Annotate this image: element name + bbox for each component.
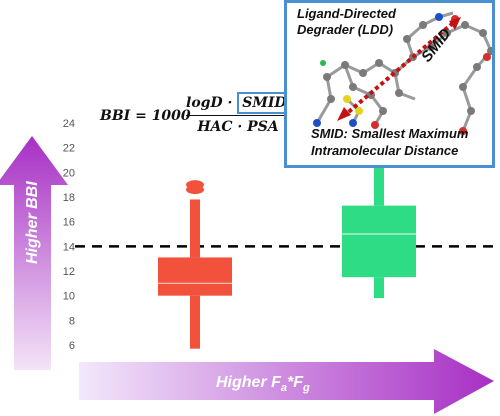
y-tick-label: 6 (69, 340, 75, 352)
callout-title-line2: Degrader (LDD) (297, 22, 394, 37)
lower-whisker (374, 277, 384, 299)
x-axis-arrow (79, 349, 494, 414)
box-lower (158, 180, 232, 349)
lower-whisker (190, 295, 200, 349)
y-tick-label: 8 (69, 315, 75, 327)
box-iqr (158, 257, 232, 296)
y-axis-label: Higher BBI (24, 181, 41, 264)
x-axis-label-sub-g: g (303, 382, 310, 395)
y-tick-label: 22 (63, 143, 75, 155)
callout-note-line2: Intramolecular Distance (311, 143, 459, 158)
callout-title-line1: Ligand-Directed (297, 6, 396, 21)
upper-whisker (374, 147, 384, 206)
upper-whisker (190, 199, 200, 258)
callout-note: SMID: Smallest Maximum Intramolecular Di… (311, 125, 469, 159)
smid-arrow-head-lower (337, 107, 351, 121)
formula-fraction: logD · SMID HAC · PSA (186, 92, 292, 135)
y-tick-label: 24 (63, 118, 75, 130)
y-tick-label: 10 (63, 291, 75, 303)
smid-distance-line (343, 21, 455, 117)
x-axis-label: Higher Fa*Fg (216, 374, 310, 394)
molecule-illustration (313, 11, 492, 135)
callout-note-line1: SMID: Smallest Maximum (311, 126, 469, 141)
formula-smid-boxed: SMID (237, 92, 292, 114)
x-axis-label-mid: *F (287, 374, 304, 391)
y-tick-label: 14 (63, 241, 75, 253)
y-tick-label: 12 (63, 266, 75, 278)
formula-numerator: logD · SMID (186, 92, 292, 115)
box-iqr (342, 205, 416, 278)
y-tick-label: 18 (63, 192, 75, 204)
y-axis-arrow (0, 136, 68, 370)
y-tick-label: 16 (63, 217, 75, 229)
outlier-point (186, 180, 204, 190)
box-higher (342, 147, 416, 299)
smid-arrow-head-upper (449, 17, 461, 30)
x-axis-label-sub-a: a (280, 382, 288, 395)
ldd-callout: Ligand-Directed Degrader (LDD) SMID SMID… (284, 0, 495, 168)
formula-numerator-left: logD · (186, 95, 238, 111)
formula-denominator: HAC · PSA (186, 115, 290, 135)
callout-title: Ligand-Directed Degrader (LDD) (297, 6, 396, 38)
formula-lhs: BBI = 1000 (100, 108, 191, 124)
x-axis-label-prefix: Higher F (216, 374, 281, 391)
y-tick-label: 20 (63, 167, 75, 179)
